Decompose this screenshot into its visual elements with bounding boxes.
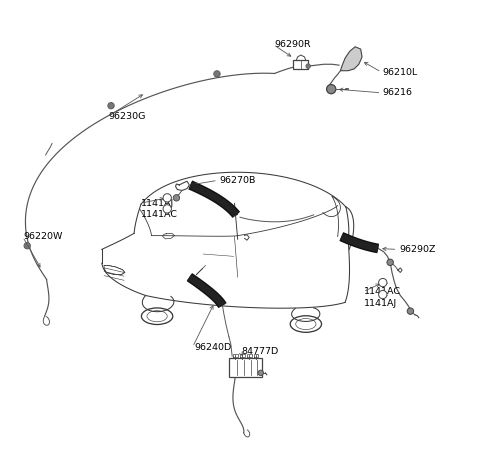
Text: 1141AJ: 1141AJ xyxy=(364,299,397,308)
Circle shape xyxy=(24,243,30,249)
Circle shape xyxy=(326,85,336,94)
Text: 96290R: 96290R xyxy=(275,40,311,49)
Text: 96230G: 96230G xyxy=(109,112,146,121)
Text: 1141AJ: 1141AJ xyxy=(141,199,174,208)
Text: 96210L: 96210L xyxy=(383,67,418,77)
Text: 1141AC: 1141AC xyxy=(364,287,401,296)
Text: 84777D: 84777D xyxy=(241,347,278,356)
Text: 96240D: 96240D xyxy=(194,343,231,352)
FancyBboxPatch shape xyxy=(293,60,308,69)
Polygon shape xyxy=(340,47,362,71)
Circle shape xyxy=(407,308,414,314)
Text: 96220W: 96220W xyxy=(24,232,63,241)
Text: 96270B: 96270B xyxy=(219,176,256,185)
Circle shape xyxy=(379,291,387,299)
Circle shape xyxy=(379,279,387,287)
Circle shape xyxy=(108,103,114,109)
Circle shape xyxy=(163,205,171,213)
Circle shape xyxy=(173,195,180,201)
Text: 96216: 96216 xyxy=(383,88,413,97)
Text: 1141AC: 1141AC xyxy=(141,210,178,219)
Circle shape xyxy=(214,71,220,77)
Circle shape xyxy=(306,64,311,68)
FancyBboxPatch shape xyxy=(229,358,262,377)
Circle shape xyxy=(387,259,394,266)
Circle shape xyxy=(163,194,171,202)
Circle shape xyxy=(258,370,264,376)
Text: 96290Z: 96290Z xyxy=(399,245,435,254)
